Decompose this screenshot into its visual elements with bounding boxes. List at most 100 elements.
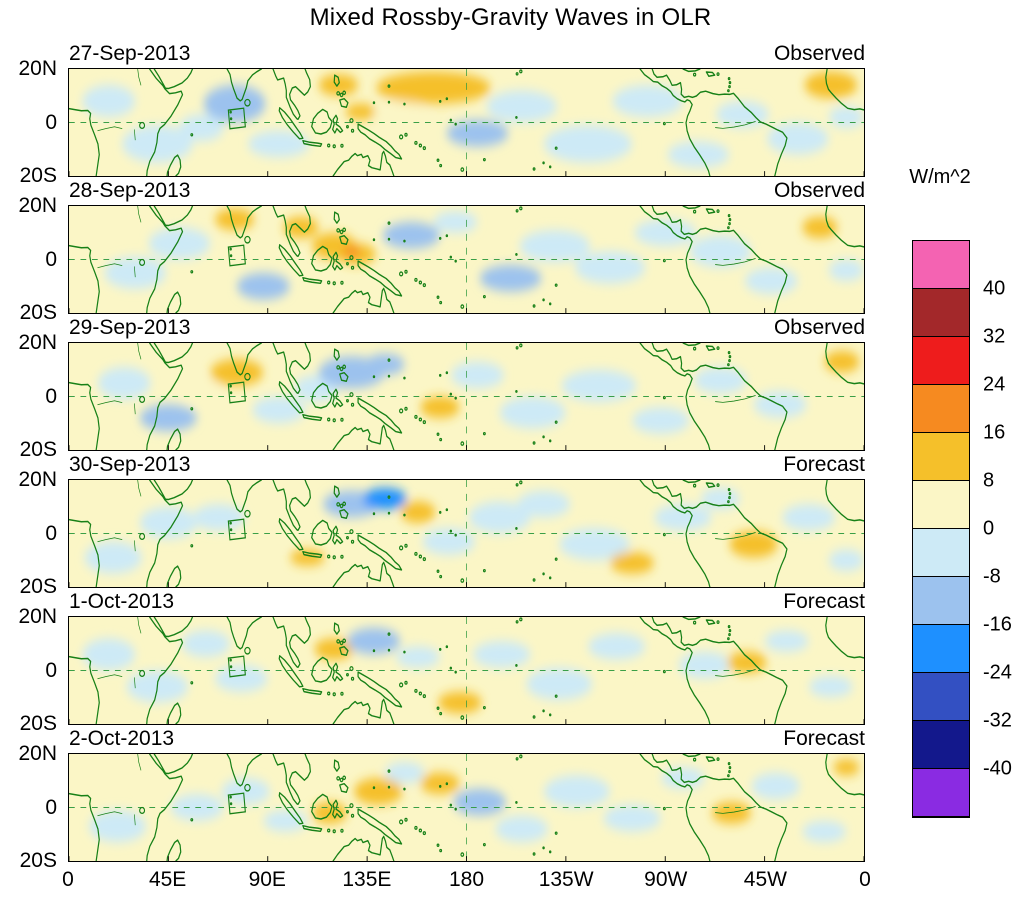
panel-date-label: 2-Oct-2013 bbox=[69, 727, 175, 750]
colorbar-segment bbox=[913, 385, 969, 433]
y-tick-label: 20N bbox=[18, 194, 57, 217]
y-tick-label: 0 bbox=[45, 110, 57, 134]
x-axis: 0 45E 90E 135E 180 135W 90W 45W 0 bbox=[62, 864, 871, 892]
coastlines bbox=[69, 69, 864, 176]
panel-header: 2-Oct-2013 Forecast bbox=[68, 723, 865, 753]
colorbar: 40 32 24 16 8 0 -8 -16 -24 -32 -40 bbox=[912, 240, 1012, 818]
colorbar-segment bbox=[913, 721, 969, 769]
colorbar-tick-label: 0 bbox=[983, 517, 995, 540]
region-marker-box bbox=[227, 518, 246, 541]
panel-source-label: Forecast bbox=[783, 590, 865, 613]
colorbar-segment bbox=[913, 481, 969, 529]
colorbar-segment bbox=[913, 433, 969, 481]
colorbar-tick-label: -24 bbox=[983, 661, 1012, 684]
y-tick-label: 20S bbox=[19, 575, 57, 598]
y-tick-label: 20N bbox=[18, 57, 57, 80]
map-plot: 20N 0 20S bbox=[18, 57, 865, 187]
colorbar-tick-label: 32 bbox=[983, 325, 1006, 348]
map-panel-6: 2-Oct-2013 Forecast 20N 0 20S bbox=[18, 723, 865, 872]
x-tick-label: 0 bbox=[62, 868, 74, 891]
region-marker-box bbox=[227, 107, 246, 130]
island-dots bbox=[139, 617, 732, 720]
region-marker-box bbox=[227, 381, 246, 404]
x-tick-label: 180 bbox=[448, 868, 485, 891]
island-dots bbox=[139, 343, 732, 446]
panel-date-label: 28-Sep-2013 bbox=[69, 179, 191, 202]
colorbar-tick-label: -40 bbox=[983, 757, 1012, 780]
colorbar-segment bbox=[913, 673, 969, 721]
colorbar-tick-label: -8 bbox=[983, 565, 1001, 588]
panel-source-label: Forecast bbox=[783, 727, 865, 750]
x-tick-label: 135E bbox=[342, 868, 392, 891]
map-plot: 20N 0 20S bbox=[18, 742, 865, 872]
colorbar-tick-label: 16 bbox=[983, 421, 1006, 444]
colorbar-segment bbox=[913, 289, 969, 337]
x-tick-label: 90E bbox=[248, 868, 286, 891]
panels-container: 27-Sep-2013 Observed 20N 0 20S 28-Sep-2013 Obs… bbox=[18, 38, 865, 872]
colorbar-tick-label: -16 bbox=[983, 613, 1012, 636]
y-tick-label: 20S bbox=[19, 301, 57, 324]
y-tick-label: 0 bbox=[45, 795, 57, 819]
map-plot: 20N 0 20S bbox=[18, 331, 865, 461]
y-tick-label: 0 bbox=[45, 658, 57, 682]
x-tick-label: 135W bbox=[538, 868, 594, 891]
panel-header: 28-Sep-2013 Observed bbox=[68, 175, 865, 205]
y-tick-label: 20N bbox=[18, 605, 57, 628]
map-panel-1: 27-Sep-2013 Observed 20N 0 20S bbox=[18, 38, 865, 187]
panel-source-label: Forecast bbox=[783, 453, 865, 476]
colorbar-tick-label: 8 bbox=[983, 469, 995, 492]
x-tick-label: 45W bbox=[743, 868, 787, 891]
island-dots bbox=[139, 69, 732, 172]
coastlines bbox=[69, 617, 864, 724]
panel-source-label: Observed bbox=[773, 42, 865, 65]
colorbar-segment bbox=[913, 577, 969, 625]
map-plot: 20N 0 20S bbox=[18, 468, 865, 598]
map-panel-4: 30-Sep-2013 Forecast 20N 0 20S bbox=[18, 449, 865, 598]
colorbar-tick-label: -32 bbox=[983, 709, 1012, 732]
x-tick-label: 45E bbox=[148, 868, 187, 891]
y-tick-label: 20S bbox=[19, 438, 57, 461]
coastlines bbox=[69, 754, 864, 861]
map-plot: 20N 0 20S bbox=[18, 194, 865, 324]
region-marker-box bbox=[227, 244, 246, 267]
y-tick-label: 20S bbox=[19, 712, 57, 735]
island-dots bbox=[139, 754, 732, 857]
region-marker-box bbox=[227, 655, 246, 678]
panel-header: 30-Sep-2013 Forecast bbox=[68, 449, 865, 479]
y-tick-label: 20N bbox=[18, 468, 57, 491]
x-tick-label: 90W bbox=[644, 868, 688, 891]
map-canvas bbox=[69, 480, 864, 587]
colorbar-tick-label: 40 bbox=[983, 277, 1006, 300]
colorbar-units-label: W/m^2 bbox=[909, 166, 971, 188]
map-panel-3: 29-Sep-2013 Observed 20N 0 20S bbox=[18, 312, 865, 461]
colorbar-segment bbox=[913, 625, 969, 673]
panel-date-label: 30-Sep-2013 bbox=[69, 453, 191, 476]
coastlines bbox=[69, 480, 864, 587]
coastlines bbox=[69, 343, 864, 450]
y-tick-label: 20S bbox=[19, 164, 57, 187]
map-canvas bbox=[69, 69, 864, 176]
y-tick-label: 20N bbox=[18, 742, 57, 765]
map-canvas bbox=[69, 343, 864, 450]
map-plot: 20N 0 20S bbox=[18, 605, 865, 735]
map-panel-5: 1-Oct-2013 Forecast 20N 0 20S bbox=[18, 586, 865, 735]
y-tick-label: 0 bbox=[45, 247, 57, 271]
colorbar-segment bbox=[913, 337, 969, 385]
figure-title: Mixed Rossby-Gravity Waves in OLR bbox=[309, 4, 712, 31]
panel-header: 29-Sep-2013 Observed bbox=[68, 312, 865, 342]
y-tick-label: 20S bbox=[19, 849, 57, 872]
colorbar-segment bbox=[913, 529, 969, 577]
panel-header: 27-Sep-2013 Observed bbox=[68, 38, 865, 68]
panel-source-label: Observed bbox=[773, 316, 865, 339]
y-tick-label: 0 bbox=[45, 521, 57, 545]
x-tick-label: 0 bbox=[859, 868, 871, 891]
map-canvas bbox=[69, 206, 864, 313]
panel-date-label: 1-Oct-2013 bbox=[69, 590, 175, 613]
panel-date-label: 27-Sep-2013 bbox=[69, 42, 191, 65]
map-canvas bbox=[69, 617, 864, 724]
y-tick-label: 0 bbox=[45, 384, 57, 408]
island-dots bbox=[139, 480, 732, 583]
colorbar-segment bbox=[913, 769, 969, 817]
map-panel-2: 28-Sep-2013 Observed 20N 0 20S bbox=[18, 175, 865, 324]
coastlines bbox=[69, 206, 864, 313]
